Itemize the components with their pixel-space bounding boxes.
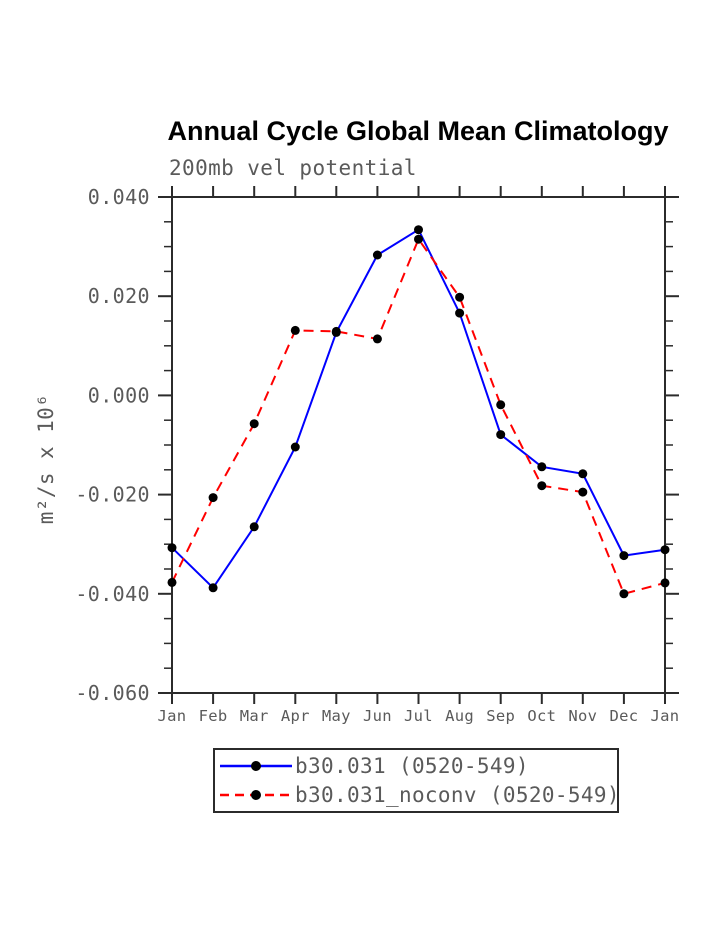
data-point-marker <box>578 487 588 497</box>
legend-box: b30.031 (0520-549) b30.031_noconv (0520-… <box>213 748 619 813</box>
data-point-marker <box>578 469 588 479</box>
axis-frame <box>171 196 666 694</box>
data-point-marker <box>455 308 465 318</box>
data-point-marker <box>414 225 423 235</box>
data-point-marker <box>167 543 177 553</box>
data-point-marker <box>372 334 382 344</box>
y-tick-label: 0.000 <box>88 383 150 407</box>
data-point-marker <box>619 551 629 561</box>
x-tick-label: Apr <box>281 707 310 725</box>
x-tick-label: Dec <box>609 707 638 725</box>
data-point-marker <box>414 234 423 244</box>
x-tick-label: Feb <box>199 707 228 725</box>
legend-line-dashed-icon <box>220 790 292 801</box>
legend-label-series2: b30.031_noconv (0520-549) <box>295 783 620 808</box>
x-tick-label: Aug <box>445 707 474 725</box>
data-point-marker <box>290 442 300 452</box>
x-tick-label: May <box>322 707 351 725</box>
x-tick-label: Oct <box>527 707 556 725</box>
y-tick-label: 0.020 <box>88 284 150 308</box>
data-point-marker <box>537 481 547 491</box>
y-tick-label: 0.040 <box>88 185 150 209</box>
y-tick-label: -0.020 <box>75 483 150 507</box>
data-point-marker <box>290 325 300 335</box>
legend-line-solid-icon <box>220 760 292 771</box>
x-tick-label: Jul <box>404 707 433 725</box>
data-point-marker <box>496 400 506 410</box>
data-point-marker <box>249 419 259 429</box>
x-tick-label: Nov <box>568 707 597 725</box>
data-point-marker <box>331 326 341 336</box>
data-point-marker <box>619 589 629 599</box>
legend-label-series1: b30.031 (0520-549) <box>295 753 529 778</box>
legend-marker-dot <box>251 790 261 801</box>
data-point-marker <box>208 493 218 503</box>
y-tick-label: -0.040 <box>75 582 150 606</box>
data-point-marker <box>496 430 506 440</box>
data-point-marker <box>660 578 670 588</box>
x-tick-label: Jun <box>363 707 392 725</box>
x-tick-label: Mar <box>240 707 269 725</box>
legend-item-series1: b30.031 (0520-549) <box>215 752 617 780</box>
data-point-marker <box>455 292 465 302</box>
chart-subtitle: 200mb vel potential <box>169 156 417 180</box>
chart-title: Annual Cycle Global Mean Climatology <box>167 116 669 146</box>
y-tick-label: -0.060 <box>75 681 150 705</box>
x-tick-label: Jan <box>651 707 680 725</box>
series-line-1 <box>171 228 666 590</box>
data-point-marker <box>167 577 177 587</box>
legend-item-series2: b30.031_noconv (0520-549) <box>215 781 620 809</box>
x-tick-label: Sep <box>486 707 515 725</box>
legend-marker-dot <box>251 760 261 771</box>
data-point-marker <box>537 462 547 472</box>
data-point-marker <box>660 545 670 555</box>
data-point-marker <box>208 583 218 593</box>
x-tick-label: Jan <box>158 707 187 725</box>
data-point-marker <box>249 522 259 532</box>
data-point-marker <box>372 250 382 260</box>
